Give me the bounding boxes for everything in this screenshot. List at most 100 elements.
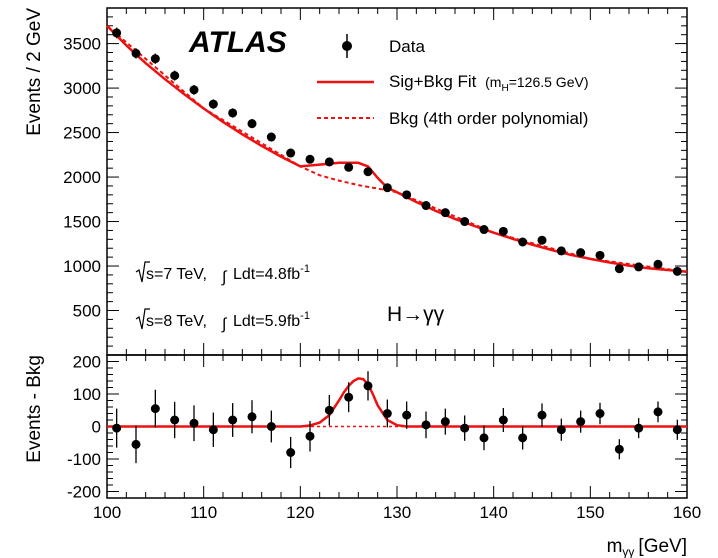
residual-point (537, 410, 547, 420)
data-point (421, 201, 431, 211)
data-point (653, 259, 663, 269)
lumi-8tev-int: Ldt=5.9fb-1 (233, 310, 310, 330)
residual-point (228, 415, 238, 425)
top-axis-ticks: 500 1000 1500 2000 2500 3000 3500 (63, 8, 688, 355)
data-point (266, 132, 276, 142)
data-point (460, 217, 470, 227)
data-point (498, 226, 508, 236)
xtick-label: 160 (673, 503, 701, 522)
lumi-7tev: s=7 TeV, ∫ Ldt=4.8fb-1 (135, 261, 310, 286)
top-ytick-label: 2000 (63, 168, 101, 187)
data-point (170, 71, 180, 81)
residual-point (363, 381, 373, 391)
data-point (614, 264, 624, 274)
integral-symbol: ∫ (221, 316, 228, 333)
data-point (537, 235, 547, 245)
residual-point (421, 420, 431, 430)
top-ytick-label: 3000 (63, 79, 101, 98)
residual-point (324, 405, 334, 415)
lumi-7tev-energy: s=7 TeV, (146, 266, 207, 283)
top-ylabel: Events / 2 GeV (24, 8, 45, 136)
data-point (286, 148, 296, 158)
residual-point (498, 415, 508, 425)
bkg-curve (106, 25, 688, 273)
legend-data-label: Data (389, 37, 425, 56)
data-point (382, 183, 392, 193)
data-point (672, 266, 682, 276)
residual-point (460, 423, 470, 433)
data-point (518, 237, 528, 247)
bottom-ytick-label: -100 (67, 450, 101, 469)
bottom-ylabel: Events - Bkg (24, 355, 45, 463)
bottom-axis-ticks: -200 -100 0 100 200 100 110 120 130 140 150 160 (67, 353, 701, 523)
top-plot-area (106, 24, 688, 276)
data-point (228, 108, 238, 118)
top-ytick-label: 500 (73, 302, 101, 321)
data-point (305, 154, 315, 164)
top-ytick-label: 1000 (63, 257, 101, 276)
sqrt-symbol (135, 308, 150, 330)
residual-point (634, 423, 644, 433)
residual-point (653, 407, 663, 417)
residual-point (518, 433, 528, 443)
legend-bkg-label: Bkg (4th order polynomial) (389, 109, 588, 128)
bottom-plot-area (107, 371, 687, 469)
xtick-label: 100 (93, 503, 121, 522)
residual-point (614, 444, 624, 454)
residual-point (402, 410, 412, 420)
residual-point (189, 418, 199, 428)
bottom-ytick-label: 0 (92, 418, 101, 437)
residual-point (286, 448, 296, 457)
data-point (402, 190, 412, 200)
integral-symbol: ∫ (221, 269, 228, 286)
residual-point (150, 404, 160, 414)
data-point (556, 246, 566, 256)
bottom-ytick-label: -200 (67, 483, 101, 502)
xtick-label: 120 (286, 503, 314, 522)
xtick-label: 150 (576, 503, 604, 522)
residual-point (344, 392, 354, 402)
data-point (208, 99, 218, 109)
residual-point (247, 412, 257, 422)
bottom-ytick-label: 100 (73, 385, 101, 404)
data-point (189, 85, 199, 95)
top-ytick-label: 3500 (63, 35, 101, 54)
data-point (131, 48, 141, 58)
residual-point (672, 425, 682, 435)
top-ytick-label: 1500 (63, 213, 101, 232)
top-ytick-label: 2500 (63, 124, 101, 143)
residual-point (266, 422, 276, 431)
residual-point (556, 425, 566, 435)
lumi-7tev-int: Ldt=4.8fb-1 (233, 263, 310, 283)
xtick-label: 140 (479, 503, 507, 522)
lumi-8tev: s=8 TeV, ∫ Ldt=5.9fb-1 (135, 308, 310, 333)
residual-point (576, 417, 586, 427)
residual-point (112, 423, 122, 433)
data-point (479, 225, 489, 235)
channel-label: H→γγ (387, 303, 445, 326)
data-point (576, 248, 586, 258)
data-point (634, 262, 644, 272)
data-point (150, 54, 160, 64)
lumi-8tev-energy: s=8 TeV, (146, 313, 207, 330)
legend: Data Sig+Bkg Fit (mH=126.5 GeV) Bkg (4th… (317, 34, 588, 128)
bottom-ytick-label: 200 (73, 353, 101, 372)
atlas-label: ATLAS (188, 26, 287, 59)
residual-point (595, 409, 605, 418)
sqrt-symbol (135, 261, 150, 283)
xtick-label: 110 (190, 503, 217, 522)
data-point (324, 157, 334, 167)
data-point (363, 167, 373, 177)
signal-fit-curve (107, 377, 687, 428)
residual-point (131, 439, 141, 449)
data-point (247, 119, 257, 129)
data-point (112, 28, 122, 38)
data-point (595, 250, 605, 260)
sig-bkg-fit-curve (106, 24, 688, 274)
data-point (440, 208, 450, 218)
residual-point (479, 433, 489, 443)
residual-point (170, 415, 180, 425)
residual-point (305, 431, 315, 441)
residual-point (208, 425, 218, 435)
